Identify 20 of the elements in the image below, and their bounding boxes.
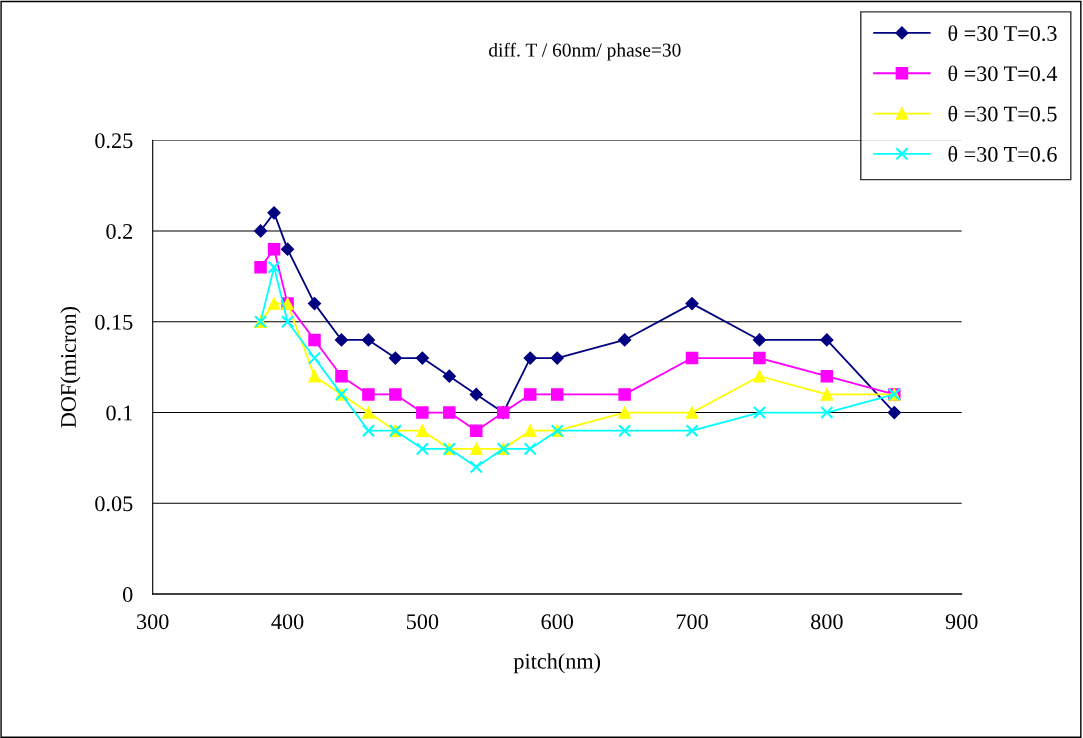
legend-label: θ =30 T=0.4 — [948, 65, 1058, 82]
x-tick-label: 600 — [541, 614, 574, 630]
legend-label: θ =30 T=0.6 — [948, 146, 1057, 162]
x-tick-label: 500 — [406, 614, 439, 630]
x-axis-title: pitch(nm) — [513, 653, 601, 674]
y-tick-label: 0.25 — [95, 133, 133, 149]
legend-label: θ =30 T=0.3 — [948, 25, 1057, 42]
legend-label: θ =30 T=0.5 — [948, 105, 1057, 122]
y-axis-title: DOF(micron) — [60, 307, 81, 428]
y-tick-label: 0 — [122, 587, 133, 603]
y-tick-label: 0.15 — [95, 314, 133, 330]
x-tick-label: 700 — [676, 614, 708, 630]
chart-title: diff. T / 60nm/ phase=30 — [489, 42, 681, 61]
x-tick-label: 900 — [945, 614, 978, 630]
x-tick-label: 400 — [271, 614, 304, 630]
y-tick-label: 0.1 — [106, 405, 132, 421]
x-tick-label: 800 — [811, 614, 843, 630]
y-tick-label: 0.05 — [95, 496, 133, 512]
y-tick-label: 0.2 — [106, 223, 133, 240]
x-tick-label: 300 — [137, 614, 169, 630]
